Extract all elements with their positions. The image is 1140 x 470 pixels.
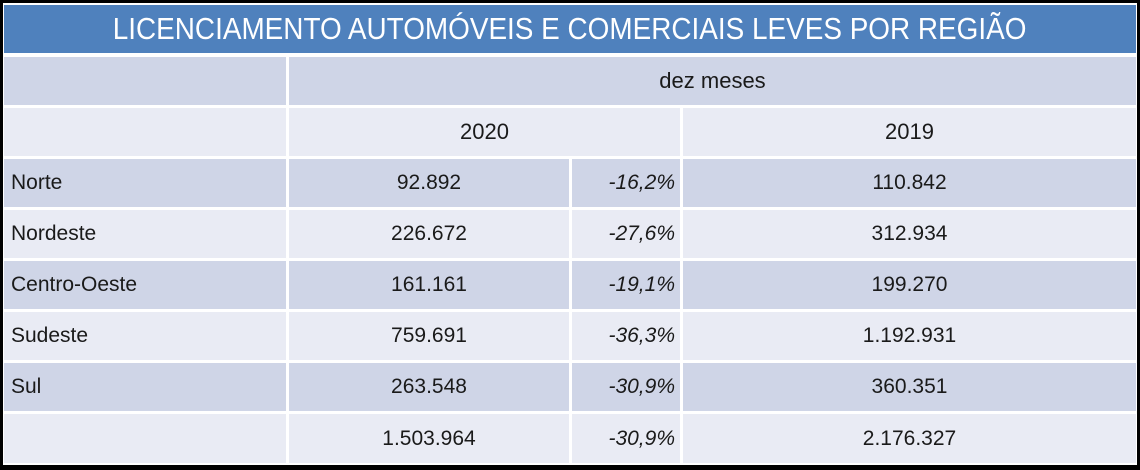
- value-2020-centro-oeste: 161.161: [289, 261, 569, 309]
- variation-centro-oeste: -19,1%: [572, 261, 680, 309]
- total-variation: -30,9%: [572, 414, 680, 463]
- value-2019-sudeste: 1.192.931: [683, 312, 1136, 360]
- title-bar: LICENCIAMENTO AUTOMÓVEIS E COMERCIAIS LE…: [4, 5, 1136, 53]
- value-2020-sudeste: 759.691: [289, 312, 569, 360]
- value-2020-norte: 92.892: [289, 159, 569, 207]
- row-label-sul: Sul: [4, 363, 286, 411]
- value-2019-sul: 360.351: [683, 363, 1136, 411]
- year-header-2020: 2020: [289, 108, 680, 156]
- value-2020-sul: 263.548: [289, 363, 569, 411]
- total-row-label-blank: [4, 414, 286, 463]
- value-2019-nordeste: 312.934: [683, 210, 1136, 258]
- row-label-norte: Norte: [4, 159, 286, 207]
- row-label-nordeste: Nordeste: [4, 210, 286, 258]
- total-value-2020: 1.503.964: [289, 414, 569, 463]
- variation-nordeste: -27,6%: [572, 210, 680, 258]
- region-licensing-table: dez meses 2020 2019 Norte 92.892 -16,2% …: [4, 57, 1136, 463]
- value-2020-nordeste: 226.672: [289, 210, 569, 258]
- period-header: dez meses: [289, 57, 1136, 105]
- page-title: LICENCIAMENTO AUTOMÓVEIS E COMERCIAIS LE…: [113, 11, 1027, 46]
- row-label-centro-oeste: Centro-Oeste: [4, 261, 286, 309]
- variation-sul: -30,9%: [572, 363, 680, 411]
- corner-cell-blank: [4, 57, 286, 105]
- corner-cell-blank: [4, 108, 286, 156]
- value-2019-centro-oeste: 199.270: [683, 261, 1136, 309]
- total-value-2019: 2.176.327: [683, 414, 1136, 463]
- year-header-2019: 2019: [683, 108, 1136, 156]
- variation-sudeste: -36,3%: [572, 312, 680, 360]
- value-2019-norte: 110.842: [683, 159, 1136, 207]
- variation-norte: -16,2%: [572, 159, 680, 207]
- row-label-sudeste: Sudeste: [4, 312, 286, 360]
